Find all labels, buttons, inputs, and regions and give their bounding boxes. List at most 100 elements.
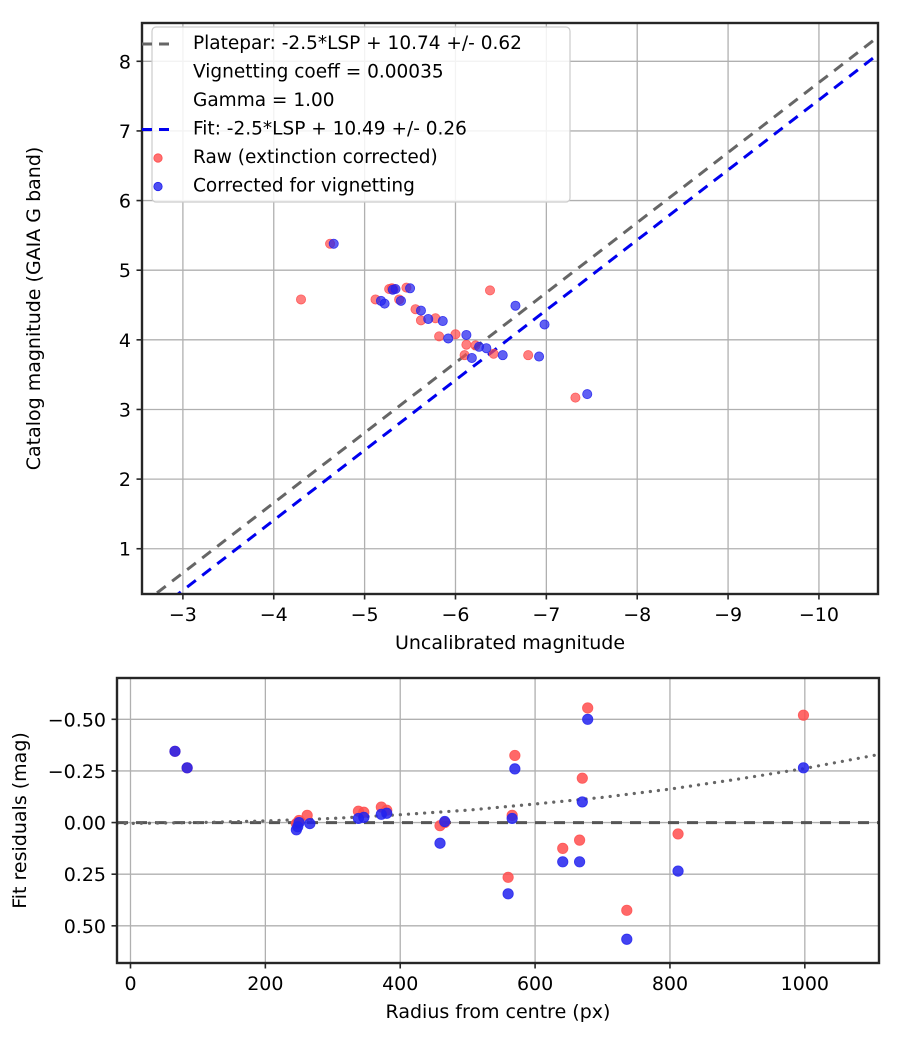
legend-entry[interactable]: Fit: -2.5*LSP + 10.49 +/- 0.26	[142, 119, 467, 140]
data-point-raw	[621, 904, 633, 916]
data-point-corrected	[415, 305, 426, 316]
legend: Platepar: -2.5*LSP + 10.74 +/- 0.62 Vigne…	[142, 26, 571, 203]
data-point-raw	[296, 294, 307, 305]
data-point-corrected	[443, 333, 454, 344]
xtick-label: −8	[623, 604, 651, 626]
legend-label: Corrected for vignetting	[193, 176, 415, 197]
data-point-corrected	[466, 352, 477, 363]
ytick-label: 4	[119, 330, 131, 352]
legend-swatch-dot	[153, 181, 163, 192]
data-point-raw	[573, 834, 586, 846]
xaxis-label: Radius from centre (px)	[386, 1001, 611, 1023]
data-point-corrected	[439, 815, 451, 828]
xtick-label: 400	[382, 973, 418, 995]
data-point-raw	[797, 709, 810, 721]
data-point-corrected	[797, 762, 810, 774]
axes-spine	[140, 21, 880, 596]
data-point-corrected	[481, 343, 492, 354]
ytick-label: 0.50	[64, 916, 106, 938]
data-point-raw	[582, 702, 594, 714]
xtick-label: 200	[247, 973, 283, 995]
xtick-label: 600	[517, 973, 553, 995]
data-point-corrected	[582, 713, 594, 725]
ytick-label: 3	[119, 399, 131, 421]
ytick-label: 6	[119, 191, 131, 213]
data-point-raw	[509, 749, 521, 762]
legend-label: Vignetting coeff = 0.00035	[193, 62, 444, 83]
data-point-corrected	[293, 816, 305, 829]
xtick-label: −10	[799, 604, 839, 626]
xtick-label: −9	[714, 604, 742, 626]
data-point-corrected	[437, 316, 448, 327]
line-vignetting-curve	[117, 752, 879, 826]
data-point-corrected	[509, 763, 521, 775]
data-point-corrected	[672, 865, 684, 877]
xtick-label: 800	[652, 973, 688, 995]
legend-label: Platepar: -2.5*LSP + 10.74 +/- 0.62	[193, 33, 522, 54]
data-point-corrected	[510, 300, 521, 311]
data-point-corrected	[582, 389, 593, 400]
data-point-corrected	[557, 856, 569, 868]
legend-box	[151, 26, 571, 203]
xtick-label: −6	[441, 604, 469, 626]
plot-area	[153, 35, 878, 594]
data-point-corrected	[539, 319, 550, 330]
ytick-label: 5	[119, 260, 131, 282]
data-point-raw	[523, 350, 534, 361]
xtick-label: 1000	[781, 973, 829, 995]
axes-fit-residuals: 0 200 400 600 800 1000 −0.50 −0.25 0.00 0.25 0.50 R…	[9, 676, 881, 1023]
data-point-corrected	[423, 313, 434, 324]
data-point-raw	[461, 339, 472, 350]
data-point-corrected	[434, 837, 446, 849]
data-point-corrected	[576, 796, 588, 808]
legend-entry[interactable]: Raw (extinction corrected)	[153, 147, 438, 168]
axes-spine	[115, 676, 881, 965]
xtick-label: 0	[124, 973, 136, 995]
ytick-label: −0.25	[48, 761, 106, 783]
legend-swatch-dot	[153, 153, 163, 163]
legend-entry[interactable]: Corrected for vignetting	[153, 176, 415, 197]
data-point-corrected	[381, 807, 393, 819]
legend-label: Raw (extinction corrected)	[193, 147, 438, 168]
legend-label: Fit: -2.5*LSP + 10.49 +/- 0.26	[193, 119, 467, 140]
data-point-corrected	[506, 812, 518, 825]
ytick-label: 2	[119, 469, 131, 491]
legend-label: Gamma = 1.00	[193, 90, 335, 111]
xtick-label: −5	[351, 604, 379, 626]
data-point-corrected	[502, 888, 514, 900]
data-point-corrected	[534, 351, 545, 362]
data-point-corrected	[304, 817, 316, 830]
ytick-label: 8	[119, 51, 131, 73]
data-point-corrected	[375, 295, 386, 306]
ytick-label: 0.00	[64, 813, 106, 835]
data-point-corrected	[358, 811, 370, 824]
xtick-label: −3	[169, 604, 197, 626]
xtick-label: −7	[532, 604, 560, 626]
xaxis-label: Uncalibrated magnitude	[395, 632, 625, 654]
data-point-corrected	[328, 238, 339, 249]
ytick-label: 1	[119, 539, 131, 561]
legend-entry[interactable]: Vignetting coeff = 0.00035	[193, 62, 444, 83]
data-point-raw	[672, 828, 684, 840]
data-point-raw	[570, 392, 581, 403]
legend-entry[interactable]: Platepar: -2.5*LSP + 10.74 +/- 0.62	[142, 33, 522, 54]
data-point-raw	[434, 331, 445, 342]
line-platepar-2-5-lsp-10-74-0-62	[153, 35, 878, 594]
line-fit-2-5-lsp-10-49-0-26	[175, 53, 878, 594]
yaxis-label: Fit residuals (mag)	[9, 732, 31, 909]
data-point-corrected	[395, 295, 406, 306]
data-point-corrected	[169, 745, 181, 757]
data-point-raw	[502, 871, 514, 883]
data-point-corrected	[405, 283, 416, 294]
data-point-corrected	[181, 762, 193, 774]
xtick-label: −4	[260, 604, 288, 626]
data-point-corrected	[573, 856, 586, 868]
yaxis-label: Catalog magnitude (GAIA G band)	[23, 147, 45, 471]
data-point-raw	[576, 772, 588, 784]
ytick-label: 0.25	[64, 864, 106, 886]
data-point-corrected	[497, 350, 508, 361]
ytick-label: 7	[119, 121, 131, 143]
plot-area	[117, 702, 879, 945]
legend-entry[interactable]: Gamma = 1.00	[193, 90, 335, 111]
